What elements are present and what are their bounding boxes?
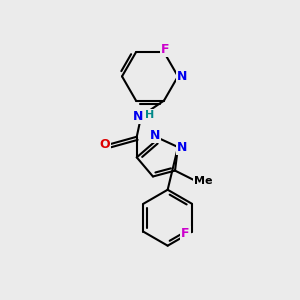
Text: N: N [150, 129, 160, 142]
Text: Me: Me [194, 176, 212, 186]
Text: N: N [177, 141, 188, 154]
Text: F: F [161, 43, 170, 56]
Text: F: F [181, 227, 190, 240]
Text: N: N [177, 70, 188, 83]
Text: N: N [132, 110, 143, 123]
Text: H: H [145, 110, 154, 120]
Text: O: O [100, 138, 110, 151]
